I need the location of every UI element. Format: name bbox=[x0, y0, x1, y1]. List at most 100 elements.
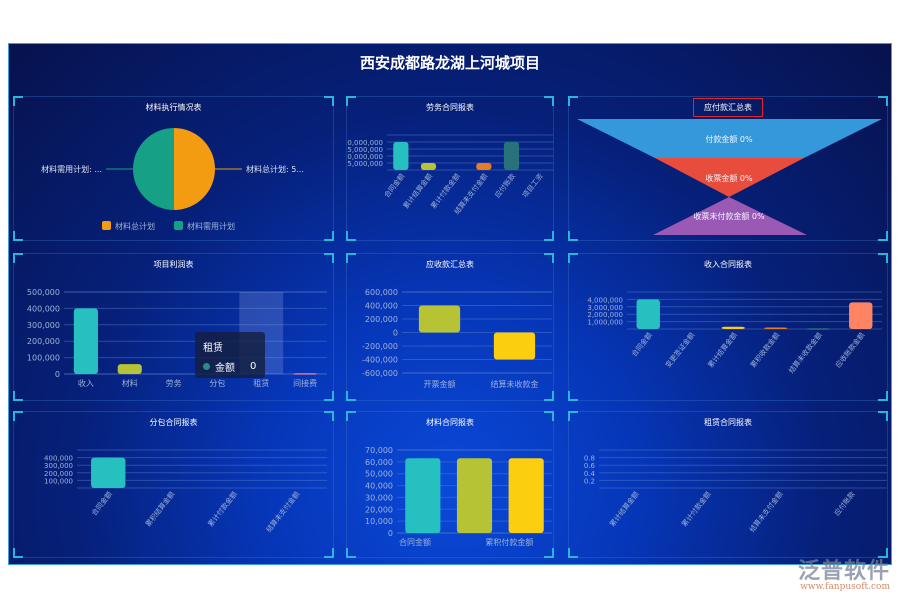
legend-label: 材料需用计划 bbox=[187, 221, 235, 231]
corner-bracket bbox=[13, 231, 23, 241]
bar bbox=[420, 163, 437, 170]
funnel-segment bbox=[655, 158, 804, 197]
x-tick-label: 材料 bbox=[122, 378, 138, 388]
x-tick-label: 变更签证金额 bbox=[663, 331, 696, 370]
tooltip-value: 0 bbox=[250, 361, 257, 372]
corner-bracket bbox=[568, 231, 578, 241]
x-tick-label: 分包 bbox=[209, 378, 225, 388]
x-tick-label: 累积结算金额 bbox=[143, 490, 176, 529]
y-tick-label: 0.4 bbox=[584, 470, 596, 478]
corner-bracket bbox=[544, 548, 554, 558]
y-tick-label: 4,000,000 bbox=[587, 296, 623, 304]
y-tick-label: 300,000 bbox=[44, 462, 73, 470]
corner-bracket bbox=[878, 548, 888, 558]
x-tick-label: 应付账款 bbox=[832, 490, 856, 518]
dashboard-frame: 西安成都路龙湖上河城项目 材料总计划: 5... 材料需用计划: ... 材料总计划… bbox=[8, 43, 892, 565]
pie-label: 材料总计划: 5... bbox=[246, 164, 304, 174]
y-tick-label: 20,000,000 bbox=[347, 139, 383, 147]
corner-bracket bbox=[544, 231, 554, 241]
y-tick-label: 2,000,000 bbox=[587, 311, 623, 319]
y-tick-label: 100,000 bbox=[27, 354, 60, 363]
x-tick-label: 应付账款 bbox=[493, 172, 517, 200]
legend-swatch bbox=[102, 221, 111, 230]
corner-bracket bbox=[324, 253, 334, 263]
corner-bracket bbox=[324, 548, 334, 558]
chart-svg: 材料总计划: 5... 材料需用计划: ... 材料总计划 材料需用计划 bbox=[41, 128, 304, 231]
x-tick-label: 合同金额 bbox=[629, 331, 653, 359]
panel-payable-summary: 付款金额 0% 收票金额 0% 收票未付款金额 0% 应付款汇总表 bbox=[568, 96, 888, 241]
y-tick-label: 200,000 bbox=[365, 315, 398, 324]
y-tick-label: 0.2 bbox=[584, 477, 595, 485]
x-tick-label: 项目工资 bbox=[520, 172, 544, 200]
panel-title: 应收款汇总表 bbox=[426, 260, 474, 269]
corner-bracket bbox=[878, 391, 888, 401]
logo-text: 泛普软件 bbox=[797, 559, 890, 584]
panel-lease-contract: 0.2 0.4 0.6 0.8 累计结算金额 累计付款金额 结算未支付金额 应付账款 租赁合同… bbox=[568, 411, 888, 558]
y-tick-label: 1,000,000 bbox=[587, 319, 623, 327]
panel-title: 租赁合同报表 bbox=[704, 418, 752, 427]
funnel-segment bbox=[577, 119, 882, 158]
x-tick-label: 累计结算金额 bbox=[706, 331, 739, 370]
corner-bracket bbox=[544, 411, 554, 421]
y-tick-label: 400,000 bbox=[44, 455, 73, 463]
panel-title: 材料执行情况表 bbox=[145, 103, 202, 112]
pie-label: 材料需用计划: ... bbox=[41, 164, 102, 174]
corner-bracket bbox=[346, 96, 356, 106]
panel-material-exec: 材料总计划: 5... 材料需用计划: ... 材料总计划 材料需用计划 材料执行情况… bbox=[13, 96, 334, 241]
panel-receivable-summary: -600,000 -400,000 -200,000 0 200,000 400,000 6… bbox=[346, 253, 554, 401]
x-tick-label: 应收账款金额 bbox=[833, 331, 866, 370]
logo-url: www.fanpusoft.com bbox=[800, 582, 890, 592]
x-tick-label: 合同金额 bbox=[89, 490, 113, 518]
chart-svg: 0 100,000 200,000 300,000 400,000 500,000 收入 材料… bbox=[27, 288, 327, 388]
bar bbox=[636, 299, 660, 329]
tooltip-title: 租赁 bbox=[203, 343, 223, 354]
panel-title: 应付款汇总表 bbox=[569, 98, 887, 117]
x-tick-label: 结算未支付金额 bbox=[264, 490, 301, 534]
bar bbox=[806, 328, 830, 330]
corner-bracket bbox=[878, 231, 888, 241]
legend-swatch bbox=[174, 221, 183, 230]
x-tick-label: 累积付款金额 bbox=[485, 537, 533, 547]
x-tick-label: 劳务 bbox=[166, 378, 182, 388]
legend-label: 材料总计划 bbox=[115, 221, 155, 231]
y-tick-label: 10,000 bbox=[365, 517, 393, 526]
y-tick-label: 200,000 bbox=[27, 337, 60, 346]
y-tick-label: 0 bbox=[388, 529, 393, 538]
x-tick-label: 结算未收款金 bbox=[491, 379, 539, 389]
bar bbox=[493, 332, 536, 360]
corner-bracket bbox=[346, 391, 356, 401]
y-tick-label: 0.8 bbox=[584, 455, 595, 463]
y-tick-label: 50,000 bbox=[365, 470, 393, 479]
bar bbox=[508, 458, 544, 533]
bar bbox=[503, 142, 520, 170]
x-tick-label: 累计结算金额 bbox=[608, 490, 641, 529]
y-tick-label: 0 bbox=[393, 329, 398, 338]
y-tick-label: 40,000 bbox=[365, 482, 393, 491]
page-title: 西安成都路龙湖上河城项目 bbox=[359, 54, 540, 72]
corner-bracket bbox=[878, 253, 888, 263]
y-tick-label: 5,000,000 bbox=[347, 160, 383, 168]
corner-bracket bbox=[324, 96, 334, 106]
x-tick-label: 结算未支付金额 bbox=[747, 490, 784, 534]
panel-title-text: 应付款汇总表 bbox=[693, 98, 763, 117]
bar bbox=[764, 327, 788, 330]
corner-bracket bbox=[568, 548, 578, 558]
watermark-logo: 泛普软件 www.fanpusoft.com bbox=[798, 553, 890, 592]
x-tick-label: 累积收款金额 bbox=[748, 331, 781, 370]
corner-bracket bbox=[324, 411, 334, 421]
funnel-segment bbox=[653, 197, 807, 235]
y-tick-label: 300,000 bbox=[27, 321, 60, 330]
y-tick-label: 100,000 bbox=[44, 477, 73, 485]
y-tick-label: 400,000 bbox=[27, 304, 60, 313]
y-tick-label: 3,000,000 bbox=[587, 304, 623, 312]
chart-tooltip: 租赁 金额 0 bbox=[195, 332, 265, 378]
y-tick-label: 0.6 bbox=[584, 462, 596, 470]
x-tick-label: 收入 bbox=[78, 378, 94, 388]
chart-svg: -600,000 -400,000 -200,000 0 200,000 400,000 6… bbox=[362, 288, 552, 389]
corner-bracket bbox=[346, 548, 356, 558]
x-tick-label: 累计付款金额 bbox=[206, 490, 239, 529]
